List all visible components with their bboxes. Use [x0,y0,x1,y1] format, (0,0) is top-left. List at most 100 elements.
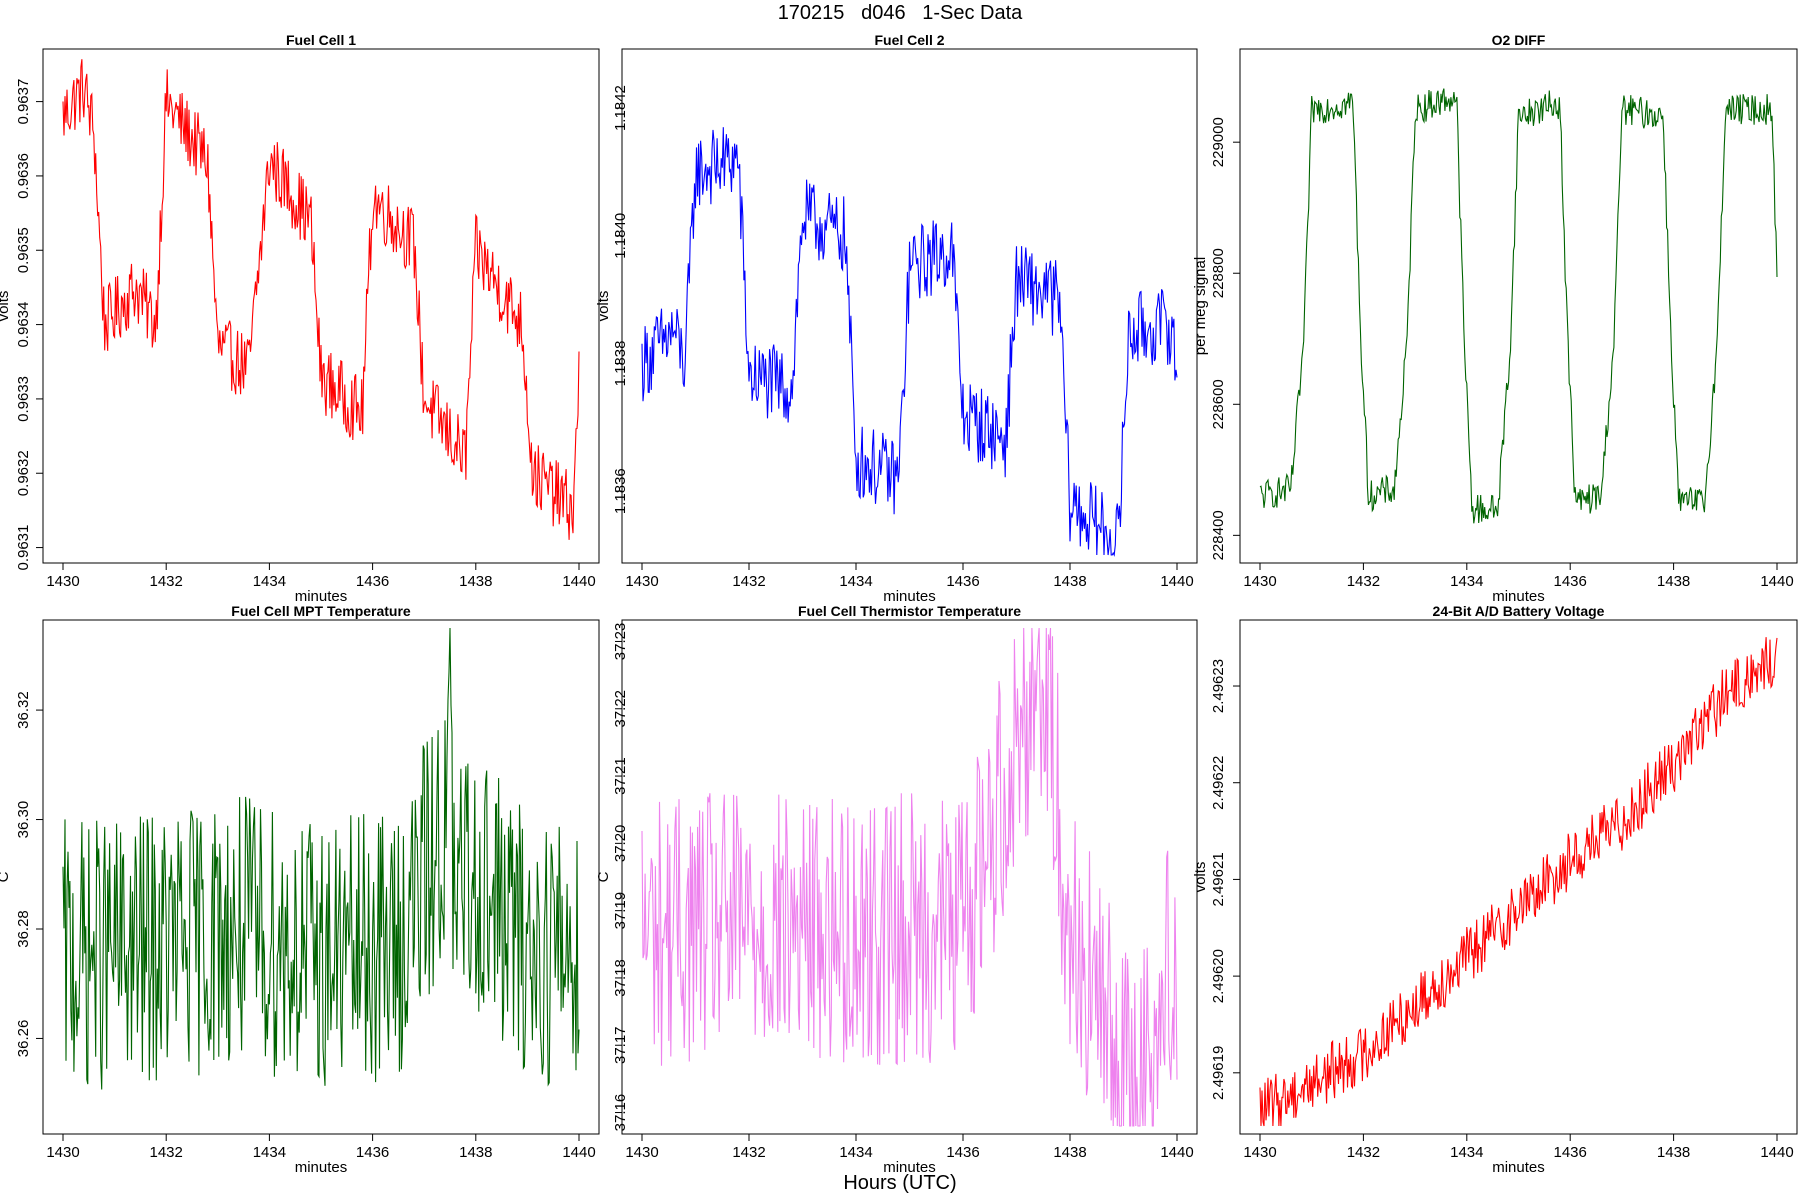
x-tick-label: 1436 [356,1144,389,1161]
y-tick-label: 36.32 [15,691,32,729]
y-tick-label: 37.20 [612,825,629,863]
x-tick-label: 1440 [1760,573,1793,590]
y-tick-label: 1.1842 [612,85,629,131]
y-tick-label: 37.18 [612,959,629,997]
y-axis-label: volts [595,291,612,322]
x-tick-label: 1440 [562,1144,595,1161]
x-tick-label: 1432 [1347,1144,1380,1161]
x-axis-label: minutes [1492,588,1545,605]
chart-title: Fuel Cell MPT Temperature [231,603,411,619]
x-axis-label: minutes [1492,1159,1545,1176]
y-tick-label: 37.23 [612,623,629,661]
x-tick-label: 1440 [1160,573,1193,590]
x-axis-label: minutes [883,1159,936,1176]
x-tick-label: 1430 [1243,573,1276,590]
x-axis-footer-label: Hours (UTC) [843,1172,957,1194]
y-tick-label: 0.9634 [15,302,32,348]
chart-title: 24-Bit A/D Battery Voltage [1433,603,1605,619]
chart-panel-3: O2 DIFF 1430 1432 1434 1436 1438 1440 minutes 22… [1192,32,1798,605]
x-tick-label: 1434 [253,1144,286,1161]
y-tick-label: 0.9635 [15,227,32,273]
x-tick-label: 1430 [46,1144,79,1161]
plot-frame [42,619,600,1135]
y-tick-label: 1.1836 [612,468,629,514]
y-tick-label: 2.49623 [1210,659,1227,713]
y-tick-label: 229000 [1210,117,1227,167]
x-axis-label: minutes [883,588,936,605]
x-tick-label: 1440 [1760,1144,1793,1161]
y-tick-label: 228400 [1210,510,1227,560]
y-tick-label: 37.16 [612,1094,629,1132]
x-tick-label: 1432 [732,1144,765,1161]
x-axis-label: minutes [295,1159,348,1176]
chart-panel-4: Fuel Cell MPT Temperature 1430 1432 1434 143… [0,603,600,1176]
x-tick-label: 1436 [946,1144,979,1161]
y-tick-label: 0.9632 [15,450,32,496]
x-tick-label: 1434 [839,573,872,590]
x-tick-label: 1430 [46,573,79,590]
x-tick-label: 1438 [1657,573,1690,590]
y-tick-label: 0.9633 [15,376,32,422]
x-tick-label: 1434 [839,1144,872,1161]
series-line [62,627,580,1090]
y-tick-label: 2.49620 [1210,949,1227,1003]
page-title: 170215 d046 1-Sec Data [777,2,1023,24]
series-line [641,127,1178,557]
x-tick-label: 1434 [1450,1144,1483,1161]
y-tick-label: 36.30 [15,801,32,839]
chart-title: Fuel Cell 1 [286,32,356,48]
series-line [1259,637,1778,1127]
x-tick-label: 1438 [1053,1144,1086,1161]
x-tick-label: 1430 [625,1144,658,1161]
y-tick-label: 37.21 [612,757,629,795]
y-axis-label: volts [1192,862,1209,893]
y-tick-label: 37.17 [612,1026,629,1064]
chart-panel-1: Fuel Cell 1 1430 1432 1434 1436 1438 1440 minut… [0,32,600,605]
x-tick-label: 1436 [356,573,389,590]
y-axis-label: C [595,871,612,882]
x-tick-label: 1434 [253,573,286,590]
chart-title: O2 DIFF [1492,32,1546,48]
y-tick-label: 1.1838 [612,341,629,387]
plot-frame [42,48,600,564]
y-tick-label: 36.26 [15,1020,32,1058]
y-tick-label: 2.49621 [1210,852,1227,906]
y-tick-label: 228600 [1210,379,1227,429]
y-axis-label: C [0,871,12,882]
plot-frame [1239,48,1798,564]
x-tick-label: 1434 [1450,573,1483,590]
chart-title: Fuel Cell Thermistor Temperature [798,603,1021,619]
x-tick-label: 1432 [732,573,765,590]
chart-title: Fuel Cell 2 [874,32,944,48]
series-line [641,627,1178,1127]
x-tick-label: 1436 [1554,573,1587,590]
x-tick-label: 1440 [562,573,595,590]
y-tick-label: 0.9636 [15,153,32,199]
chart-panel-2: Fuel Cell 2 1430 1432 1434 1436 1438 1440 minut… [595,32,1198,605]
x-tick-label: 1438 [459,1144,492,1161]
x-tick-label: 1436 [946,573,979,590]
y-tick-label: 37.22 [612,690,629,728]
series-line [1259,88,1778,524]
y-tick-label: 2.49619 [1210,1046,1227,1100]
y-tick-label: 0.9637 [15,79,32,125]
x-tick-label: 1436 [1554,1144,1587,1161]
x-tick-label: 1432 [150,573,183,590]
y-tick-label: 2.49622 [1210,756,1227,810]
y-axis-label: volts [0,291,12,322]
x-tick-label: 1440 [1160,1144,1193,1161]
y-tick-label: 37.19 [612,892,629,930]
y-tick-label: 1.1840 [612,213,629,259]
plot-frame [621,619,1198,1135]
chart-panel-6: 24-Bit A/D Battery Voltage 1430 1432 1434 14… [1192,603,1798,1176]
series-line [62,59,580,540]
plot-frame [621,48,1198,564]
chart-panel-5: Fuel Cell Thermistor Temperature 1430 1432… [595,603,1198,1176]
x-tick-label: 1438 [1053,573,1086,590]
x-tick-label: 1430 [1243,1144,1276,1161]
y-axis-label: per meg signal [1192,257,1209,355]
x-tick-label: 1432 [150,1144,183,1161]
x-tick-label: 1438 [459,573,492,590]
x-tick-label: 1430 [625,573,658,590]
